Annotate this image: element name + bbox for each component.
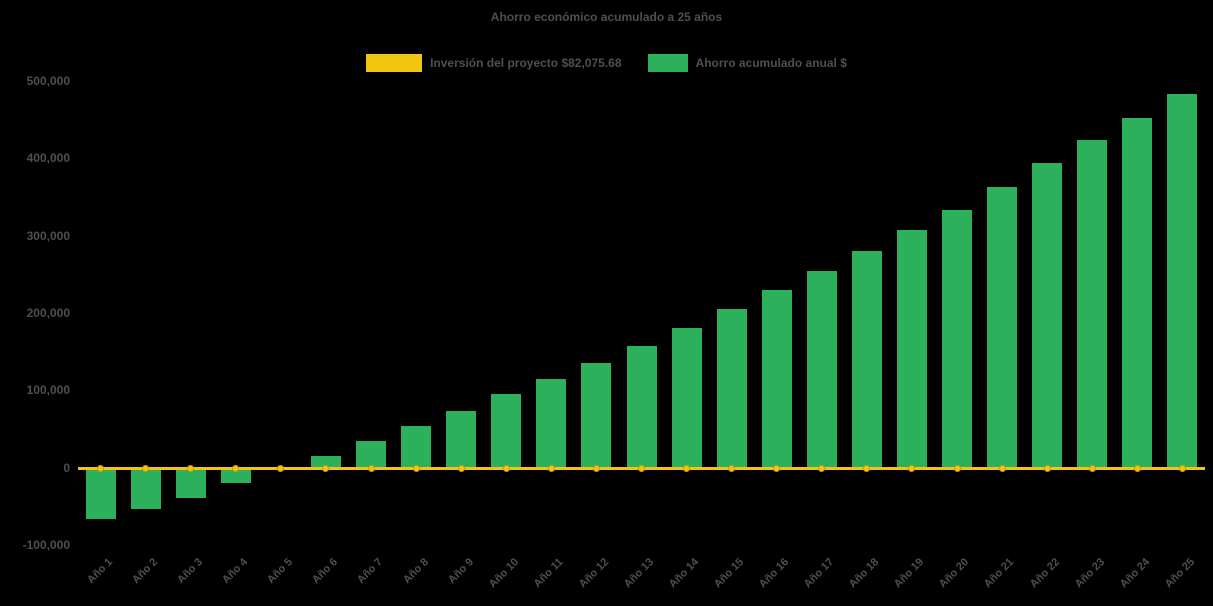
investment-line-marker (97, 465, 105, 473)
x-axis-label: Año 7 (355, 556, 386, 587)
legend-item-investment: Inversión del proyecto $82,075.68 (366, 54, 622, 72)
legend-swatch-savings (647, 54, 688, 72)
legend-item-savings: Ahorro acumulado anual $ (647, 54, 847, 72)
investment-line-marker (638, 465, 645, 473)
x-axis-label: Año 25 (1162, 556, 1197, 591)
chart-title: Ahorro económico acumulado a 25 años (490, 10, 723, 24)
x-axis-label: Año 23 (1072, 556, 1107, 591)
x-axis-label: Año 18 (846, 556, 882, 591)
legend-label-savings: Ahorro acumulado anual $ (695, 56, 847, 70)
x-axis-label: Año 19 (892, 556, 927, 591)
investment-line-marker (547, 465, 555, 473)
investment-line-marker (502, 465, 510, 473)
y-axis-label: 100,000 (26, 383, 70, 398)
x-axis-label: Año 2 (130, 556, 161, 587)
y-axis-label: 300,000 (26, 228, 70, 243)
bar-año-24 (1122, 118, 1153, 469)
bar-año-1 (85, 468, 116, 519)
x-axis-label: Año 4 (220, 556, 251, 587)
bar-año-8 (401, 426, 432, 469)
investment-line-marker (1133, 465, 1141, 473)
y-axis-label: 0 (63, 460, 70, 475)
legend-swatch-investment (366, 54, 423, 72)
y-axis-label: -100,000 (22, 538, 70, 552)
x-axis-label: Año 24 (1117, 556, 1152, 591)
x-axis-label: Año 3 (175, 556, 206, 587)
x-axis-label: Año 6 (310, 556, 341, 587)
x-axis-label: Año 11 (531, 556, 566, 590)
investment-line-marker (412, 465, 420, 473)
bar-año-23 (1077, 140, 1108, 469)
x-axis-label: Año 5 (265, 556, 296, 587)
investment-line-marker (683, 465, 691, 473)
investment-line-marker (998, 465, 1006, 473)
y-axis-label: 400,000 (26, 151, 70, 166)
bar-año-2 (130, 468, 161, 509)
bar-año-10 (491, 393, 522, 469)
bar-año-17 (806, 270, 837, 469)
bar-año-6 (310, 456, 341, 469)
bar-año-13 (626, 345, 657, 469)
x-axis-label: Año 10 (486, 556, 521, 591)
investment-line-marker (1088, 465, 1096, 473)
investment-line-marker (277, 465, 285, 473)
x-axis-label: Año 22 (1027, 556, 1062, 591)
bar-año-12 (581, 362, 612, 469)
investment-line-marker (232, 465, 240, 473)
investment-line-marker (1043, 465, 1051, 473)
bar-año-16 (761, 290, 792, 469)
bar-año-9 (446, 410, 477, 469)
x-axis-label: Año 14 (666, 556, 702, 591)
bar-año-22 (1032, 163, 1063, 469)
y-axis-label: 200,000 (26, 306, 70, 320)
bar-año-18 (851, 251, 882, 469)
bar-año-14 (671, 327, 702, 469)
investment-line-marker (908, 465, 916, 473)
bar-año-19 (896, 230, 927, 469)
investment-line-marker (592, 465, 600, 473)
x-axis-label: Año 12 (576, 556, 611, 591)
x-axis-label: Año 21 (982, 556, 1017, 591)
x-axis-label: Año 9 (445, 556, 476, 587)
bar-año-25 (1167, 94, 1198, 469)
investment-line-marker (1178, 465, 1186, 473)
x-axis-label: Año 15 (711, 556, 747, 591)
investment-line-marker (457, 465, 465, 473)
bar-año-4 (220, 468, 251, 483)
investment-line-marker (367, 465, 375, 473)
bar-año-20 (942, 209, 973, 469)
investment-line-marker (818, 465, 826, 473)
x-axis-label: Año 20 (937, 556, 972, 591)
x-axis-label: Año 17 (801, 556, 837, 591)
bar-año-21 (987, 187, 1018, 469)
investment-line-marker (187, 465, 195, 473)
bar-año-15 (716, 308, 747, 469)
x-axis-label: Año 13 (621, 556, 656, 591)
investment-line-marker (863, 465, 871, 473)
legend-label-investment: Inversión del proyecto $82,075.68 (430, 56, 622, 70)
x-axis-label: Año 1 (84, 556, 116, 587)
bar-año-3 (175, 468, 206, 499)
investment-line-marker (142, 465, 150, 473)
legend: Inversión del proyecto $82,075.68 Ahorro… (0, 54, 1213, 72)
x-axis-label: Año 16 (756, 556, 792, 591)
investment-line-marker (773, 465, 781, 473)
bar-año-11 (536, 378, 567, 469)
investment-line-marker (953, 465, 961, 473)
y-axis-label: 500,000 (26, 74, 70, 88)
x-axis-label: Año 8 (400, 556, 431, 587)
investment-line-marker (322, 465, 330, 473)
investment-line-marker (728, 465, 736, 473)
bar-año-7 (356, 440, 387, 469)
